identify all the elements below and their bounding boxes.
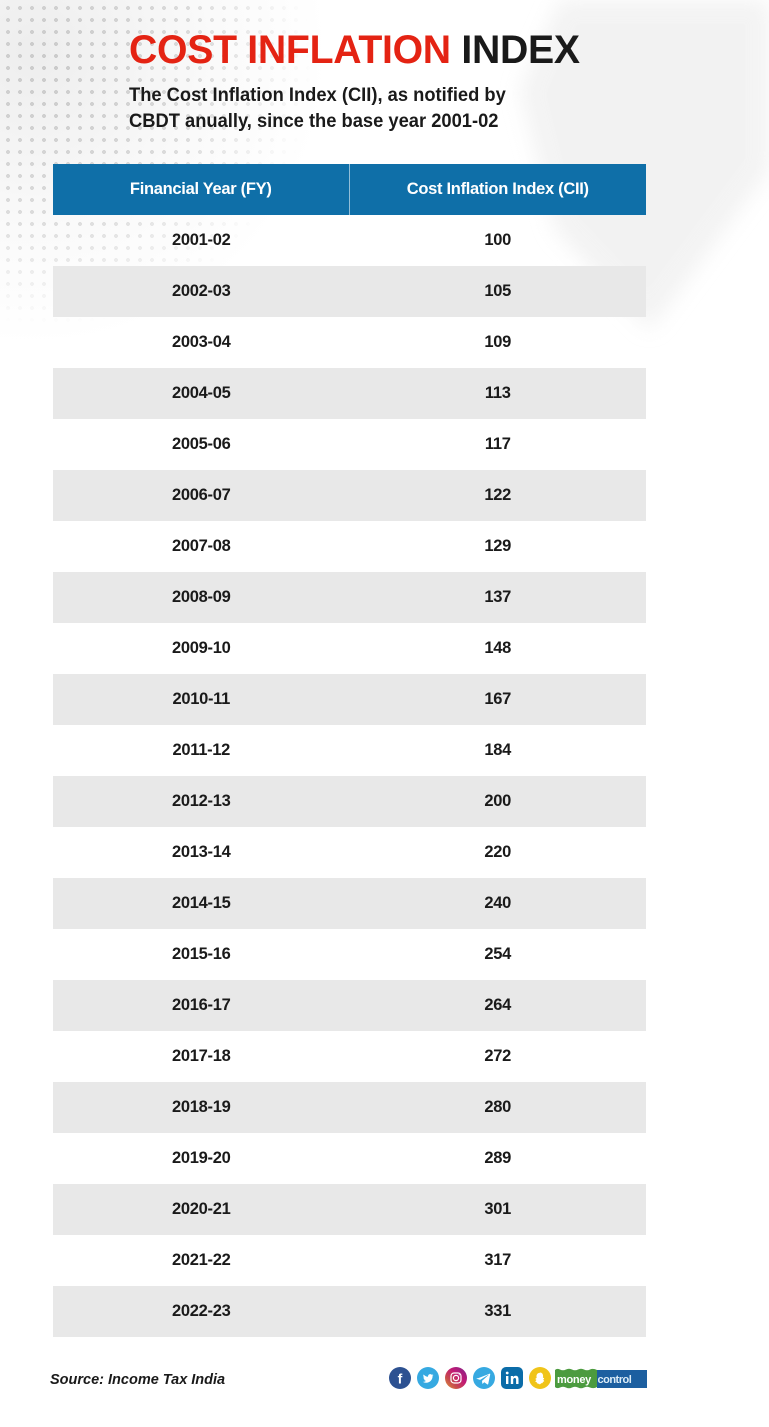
svg-text:control: control	[598, 1374, 632, 1386]
svg-text:f: f	[398, 1371, 403, 1387]
svg-text:money: money	[557, 1374, 592, 1386]
